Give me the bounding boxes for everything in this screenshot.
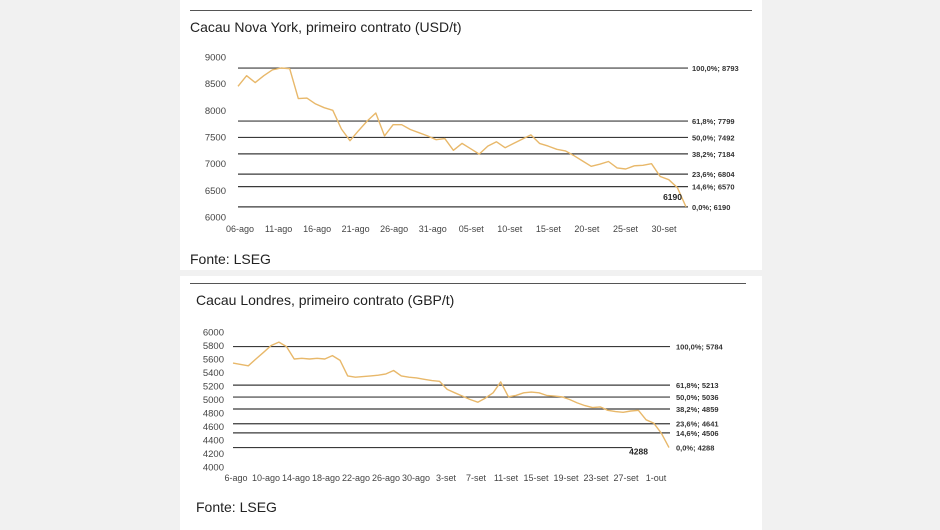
chart2-last-value: 4288 (629, 447, 648, 457)
chart1-fib-label: 38,2%; 7184 (692, 150, 735, 159)
chart1-fib-label: 100,0%; 8793 (692, 64, 739, 73)
chart2-xtick: 6-ago (224, 473, 247, 483)
top-rule-1 (190, 10, 752, 11)
chart2-ytick: 4200 (203, 449, 224, 460)
section-gap (180, 270, 762, 276)
chart1-xtick: 21-ago (342, 224, 370, 234)
chart2-xtick: 10-ago (252, 473, 280, 483)
chart1-fib-label: 50,0%; 7492 (692, 133, 735, 142)
chart1-fib-label: 61,8%; 7799 (692, 117, 735, 126)
chart1-xtick: 20-set (574, 224, 600, 234)
chart1-last-value: 6190 (663, 192, 682, 202)
chart2-ytick: 4800 (203, 409, 224, 420)
chart2-ytick: 6000 (203, 328, 224, 339)
chart1-xtick: 11-ago (265, 224, 292, 234)
chart2-fib-label: 61,8%; 5213 (676, 381, 719, 390)
chart2-xtick: 7-set (466, 473, 487, 483)
top-rule-2 (190, 283, 746, 284)
chart1-price-line (237, 67, 687, 208)
chart1-source: Fonte: LSEG (190, 251, 271, 267)
chart2-price-line (232, 341, 670, 448)
chart2-fib-label: 14,6%; 4506 (676, 429, 719, 438)
chart2-xtick: 18-ago (312, 473, 340, 483)
chart2-fib-label: 100,0%; 5784 (676, 343, 724, 352)
chart1-fib-label: 23,6%; 6804 (692, 170, 735, 179)
chart2-ytick: 5200 (203, 382, 224, 393)
chart2-fib-label: 0,0%; 4288 (676, 444, 714, 453)
chart1-ytick: 7500 (205, 133, 226, 144)
chart1-ytick: 6500 (205, 186, 226, 197)
chart1-ytick: 7000 (205, 159, 226, 170)
chart2-xtick: 1-out (646, 473, 667, 483)
chart2-fib-label: 38,2%; 4859 (676, 405, 719, 414)
chart2-ytick: 4000 (203, 463, 224, 474)
chart2-ytick: 4600 (203, 422, 224, 433)
chart1-ytick: 6000 (205, 213, 226, 224)
chart2-xtick: 11-set (494, 473, 519, 483)
chart2-xtick: 14-ago (282, 473, 310, 483)
chart1-fib-label: 14,6%; 6570 (692, 183, 735, 192)
chart1-ytick: 9000 (205, 53, 226, 64)
chart2-xtick: 30-ago (402, 473, 430, 483)
chart2-title: Cacau Londres, primeiro contrato (GBP/t) (196, 292, 455, 308)
chart2-xtick: 27-set (613, 473, 639, 483)
chart2-xtick: 3-set (436, 473, 457, 483)
chart1-xtick: 15-set (536, 224, 562, 234)
chart2-xtick: 22-ago (342, 473, 370, 483)
chart2-xtick: 26-ago (372, 473, 400, 483)
chart1-xtick: 31-ago (419, 224, 447, 234)
chart2-xtick: 23-set (583, 473, 609, 483)
chart2-source: Fonte: LSEG (196, 499, 277, 515)
chart2-ytick: 4400 (203, 436, 224, 447)
chart1-xtick: 10-set (497, 224, 523, 234)
chart1-xtick: 30-set (651, 224, 677, 234)
chart2-ytick: 5600 (203, 355, 224, 366)
chart2-xtick: 15-set (523, 473, 549, 483)
chart2-xtick: 19-set (553, 473, 579, 483)
chart1-xtick: 16-ago (303, 224, 331, 234)
chart2-ytick: 5800 (203, 341, 224, 352)
chart1-title: Cacau Nova York, primeiro contrato (USD/… (190, 19, 462, 35)
chart2-fib-label: 23,6%; 4641 (676, 420, 719, 429)
chart1-xtick: 26-ago (380, 224, 408, 234)
report-sheet (180, 0, 762, 530)
chart2-ytick: 5400 (203, 368, 224, 379)
chart1-xtick: 05-set (459, 224, 485, 234)
chart1-xtick: 25-set (613, 224, 639, 234)
chart1-xtick: 06-ago (226, 224, 254, 234)
chart1-ytick: 8000 (205, 106, 226, 117)
chart1-ytick: 8500 (205, 79, 226, 90)
chart2-fib-label: 50,0%; 5036 (676, 393, 719, 402)
chart1-fib-label: 0,0%; 6190 (692, 203, 730, 212)
chart2-ytick: 5000 (203, 395, 224, 406)
